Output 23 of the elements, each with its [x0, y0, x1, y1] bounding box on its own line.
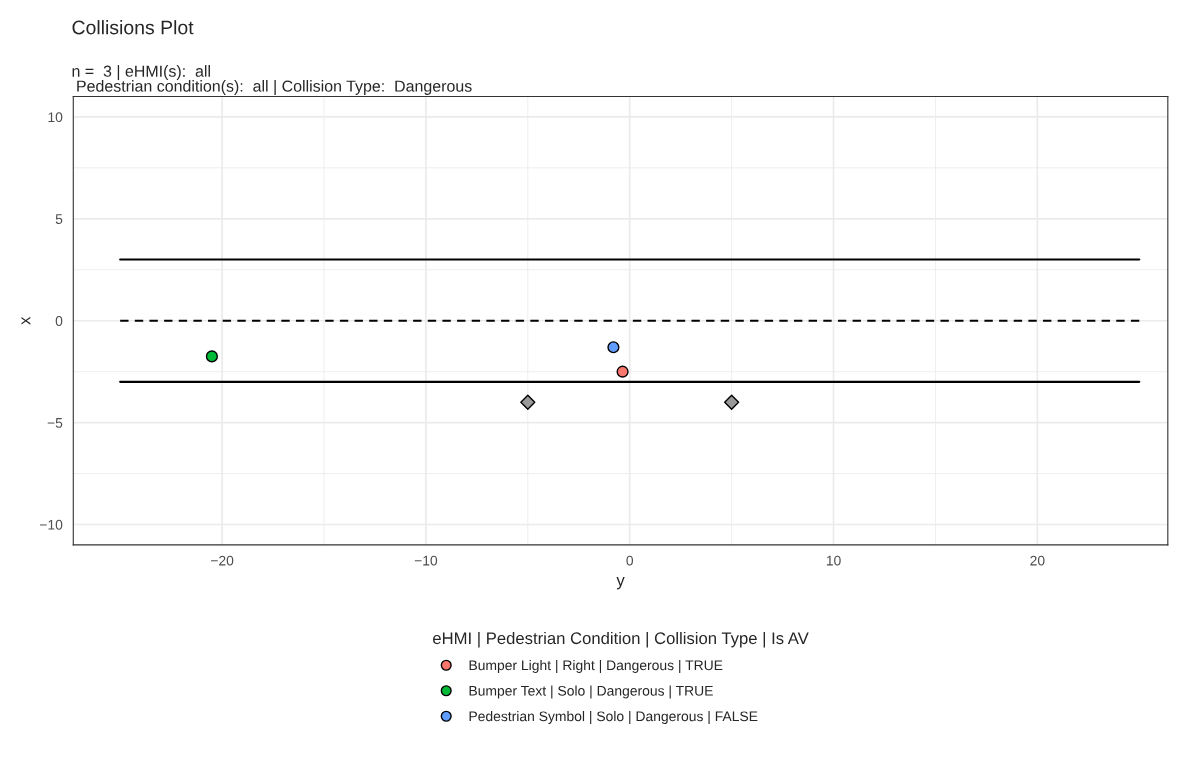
point [723, 394, 740, 410]
y-axis-title: x [21, 316, 31, 325]
x-tick-label: 10 [826, 555, 841, 566]
chart-title: Collisions Plot [72, 20, 194, 35]
y-tick-label: −10 [39, 519, 63, 530]
x-tick-label: 20 [1030, 555, 1045, 566]
point [520, 394, 536, 410]
legend-label: Bumper Light | Right | Dangerous | TRUE [469, 660, 723, 674]
x-tick-label: 0 [626, 555, 634, 566]
x-tick-label: −10 [414, 555, 438, 566]
legend-label: Bumper Text | Solo | Dangerous | TRUE [469, 685, 713, 699]
point [616, 365, 629, 378]
legend-label: Pedestrian Symbol | Solo | Dangerous | FALSE [469, 711, 758, 725]
y-tick-label: 10 [48, 112, 63, 123]
x-tick-label: −20 [210, 555, 234, 566]
point [205, 350, 218, 363]
point [607, 341, 620, 354]
y-tick-label: −5 [47, 418, 63, 428]
x-axis-title: y [616, 577, 625, 590]
y-tick-label: 5 [55, 214, 63, 224]
y-tick-label: 0 [55, 316, 63, 326]
legend-title: eHMI | Pedestrian Condition | Collision Type | Is AV [433, 631, 809, 648]
chart-subtitle: n = 3 | eHMI(s): all Pedestrian condition(s): all | Collision Type: Dangerous [72, 65, 472, 95]
